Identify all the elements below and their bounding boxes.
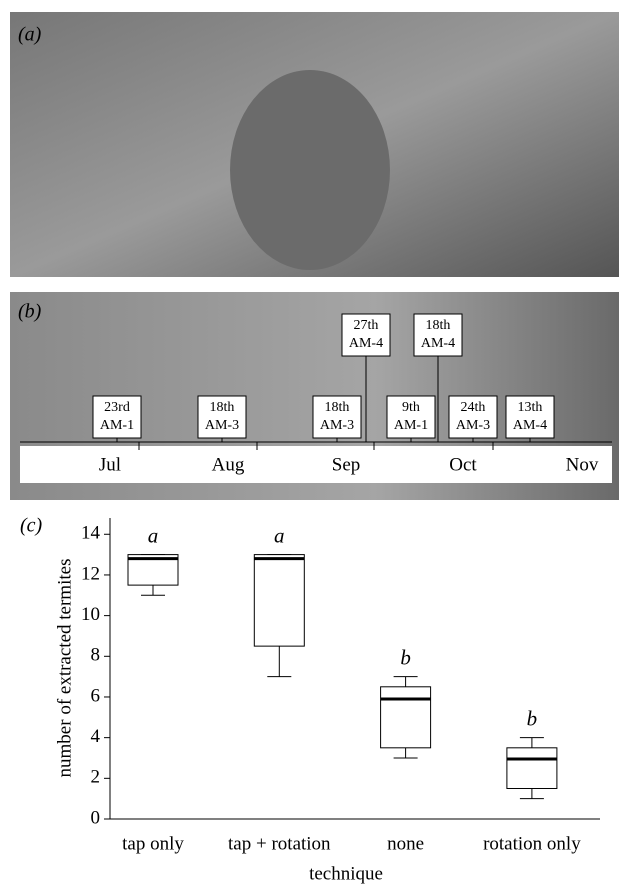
box [507,748,557,789]
y-tick-label: 2 [91,767,101,788]
event-id: AM-3 [320,418,354,433]
x-tick-label: none [387,833,424,854]
panel-label: (a) [18,24,42,46]
month-label: Jul [99,454,121,475]
event-id: AM-1 [100,418,134,433]
significance-letter: a [274,523,285,547]
event-date: 18th [426,318,451,333]
box [381,687,431,748]
y-tick-label: 14 [81,523,101,544]
x-tick-label: tap only [122,833,184,854]
month-label: Aug [212,454,245,475]
event-date: 13th [518,400,543,415]
y-tick-label: 8 [91,645,101,666]
figure: (a) (b) Jul Aug Sep Oct Nov 23rd AM-1 18th AM-3 1… [0,0,619,885]
x-tick-label: rotation only [483,833,581,854]
month-label: Sep [332,454,361,475]
event-id: AM-3 [456,418,490,433]
event-id: AM-4 [421,336,455,351]
significance-letter: b [400,645,411,669]
event-date: 9th [402,400,420,415]
y-tick-label: 4 [91,726,101,747]
event-date: 18th [325,400,350,415]
event-id: AM-4 [349,336,383,351]
y-tick-label: 6 [91,685,101,706]
panel-label: (b) [18,301,42,323]
monkey-shape [230,70,390,270]
y-axis-title: number of extracted termites [54,559,75,778]
x-axis-title: technique [309,863,383,884]
y-tick-label: 10 [81,604,100,625]
event-date: 24th [461,400,486,415]
x-tick-label: tap + rotation [228,833,331,854]
y-tick-label: 12 [81,563,100,584]
significance-letter: b [527,706,538,730]
month-label: Nov [566,454,599,475]
event-id: AM-3 [205,418,239,433]
event-id: AM-4 [513,418,547,433]
event-date: 23rd [104,400,130,415]
month-label: Oct [449,454,477,475]
event-date: 27th [354,318,379,333]
panel-label: (c) [20,515,43,537]
box [254,555,304,647]
box-plot: (c) 0 2 4 6 8 10 12 14 number of extracted termit… [20,515,600,885]
significance-letter: a [148,523,159,547]
event-date: 18th [210,400,235,415]
y-tick-label: 0 [91,807,101,828]
event-id: AM-1 [394,418,428,433]
